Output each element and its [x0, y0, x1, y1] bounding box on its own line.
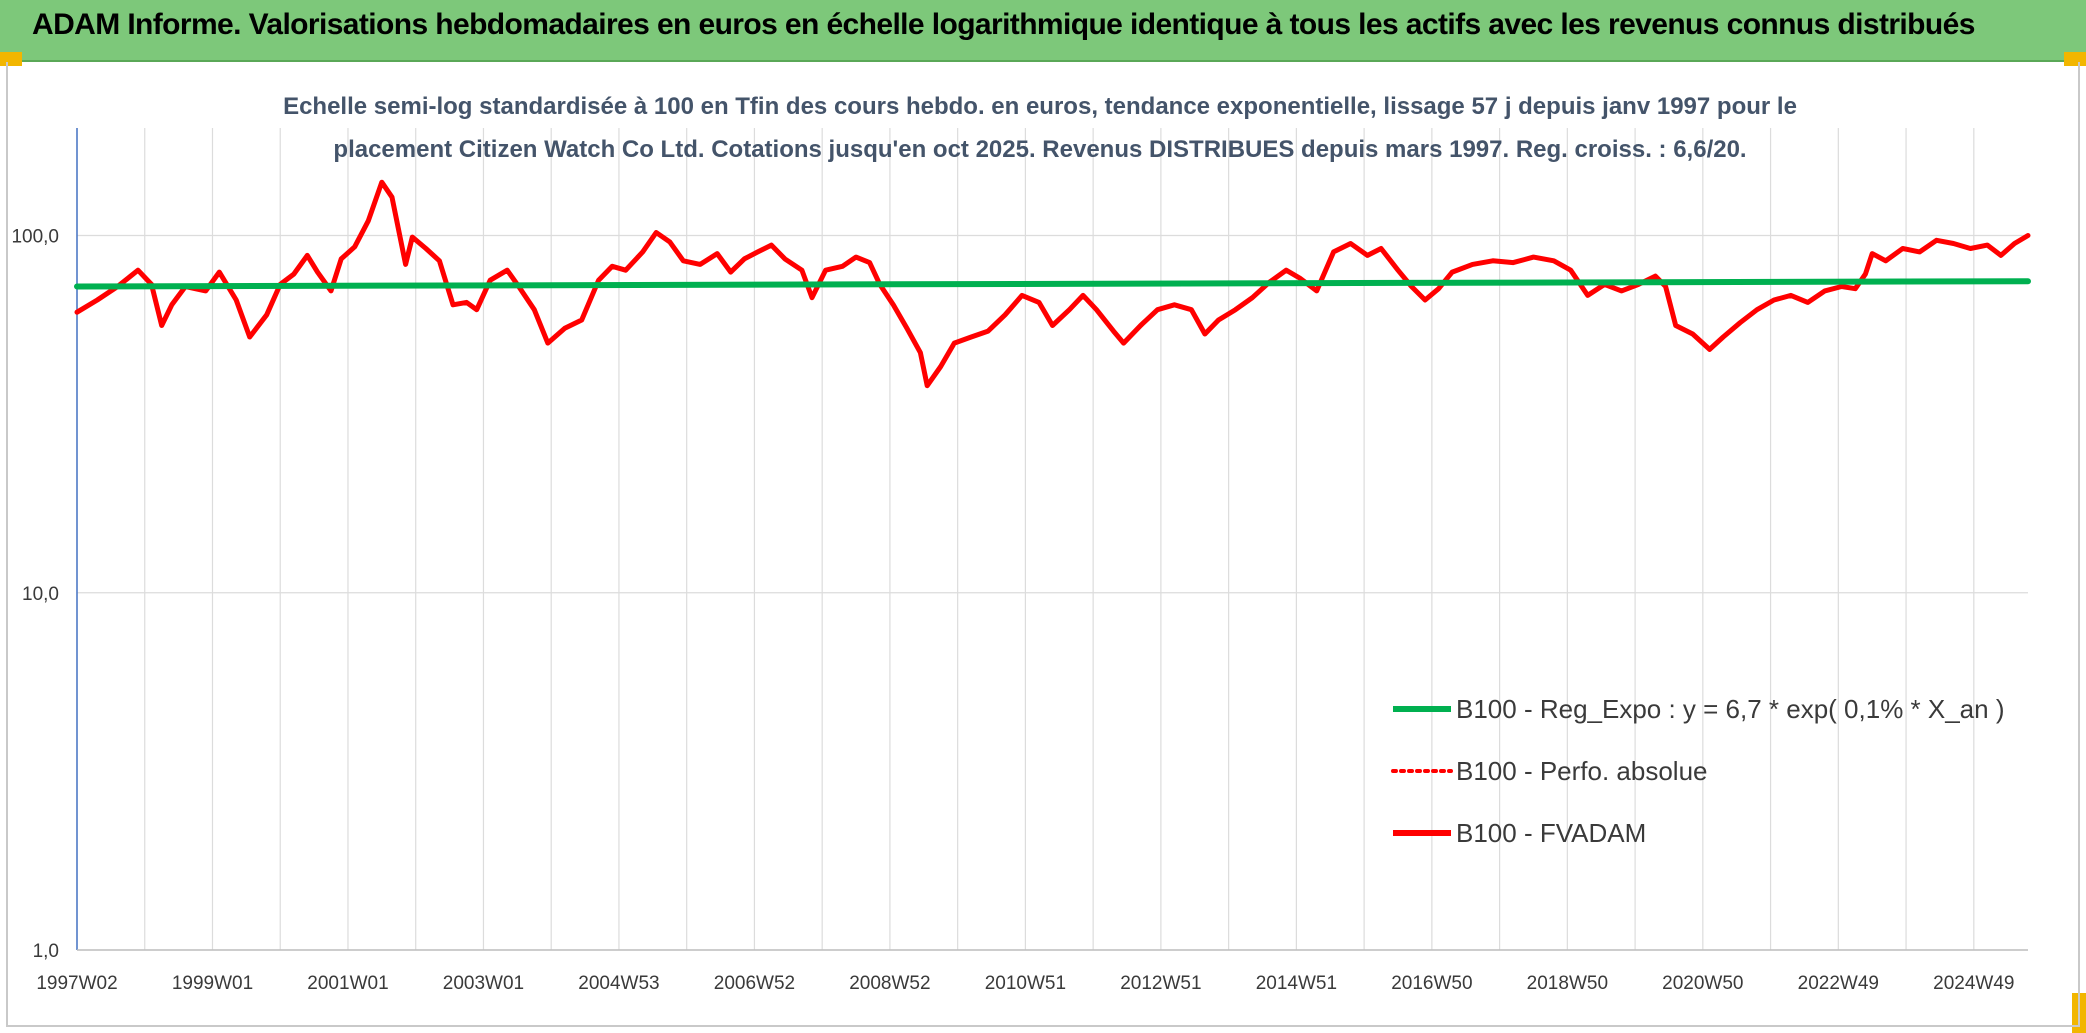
- corner-marker-top-left: [0, 52, 22, 66]
- chart-legend: B100 - Reg_Expo : y = 6,7 * exp( 0,1% * …: [1391, 694, 2005, 848]
- x-tick-label: 2012W51: [1120, 973, 1201, 994]
- legend-label-fvadam: B100 - FVADAM: [1456, 818, 1646, 848]
- title-banner: ADAM Informe. Valorisations hebdomadaire…: [0, 0, 2086, 62]
- x-tick-label: 2006W52: [714, 973, 795, 994]
- x-tick-label: 2003W01: [443, 973, 524, 994]
- x-tick-label: 2010W51: [985, 973, 1066, 994]
- series-line-fvadam: [74, 179, 2031, 389]
- x-tick-label: 2022W49: [1798, 973, 1879, 994]
- legend-label-regression: B100 - Reg_Expo : y = 6,7 * exp( 0,1% * …: [1456, 694, 2005, 724]
- y-tick-label: 1,0: [33, 941, 59, 962]
- x-tick-label: 2024W49: [1933, 973, 2014, 994]
- chart-subtitle-line-1: Echelle semi-log standardisée à 100 en T…: [283, 93, 1797, 120]
- legend-label-perfo: B100 - Perfo. absolue: [1456, 756, 1708, 786]
- x-tick-label: 2020W50: [1662, 973, 1743, 994]
- chart-frame: [6, 62, 2080, 1027]
- x-tick-label: 2018W50: [1527, 973, 1608, 994]
- y-tick-label: 100,0: [11, 227, 59, 248]
- x-tick-label: 2014W51: [1256, 973, 1337, 994]
- series-line-regression: [74, 278, 2031, 290]
- x-tick-label: 1999W01: [172, 973, 253, 994]
- y-tick-label: 10,0: [22, 584, 59, 605]
- x-tick-label: 2008W52: [849, 973, 930, 994]
- x-tick-label: 1997W02: [36, 973, 117, 994]
- x-tick-label: 2001W01: [307, 973, 388, 994]
- corner-marker-top-right: [2064, 52, 2086, 66]
- series-lines: [74, 179, 2031, 389]
- chart-subtitle-line-2: placement Citizen Watch Co Ltd. Cotation…: [333, 136, 1746, 163]
- grid-lines: [76, 128, 2028, 951]
- report-title: ADAM Informe. Valorisations hebdomadaire…: [32, 8, 1975, 41]
- x-tick-label: 2016W50: [1391, 973, 1472, 994]
- axes: 1,0 10,0 100,0 1997W02 1999W01 2001W01 2003W01…: [11, 128, 2028, 994]
- x-tick-label: 2004W53: [578, 973, 659, 994]
